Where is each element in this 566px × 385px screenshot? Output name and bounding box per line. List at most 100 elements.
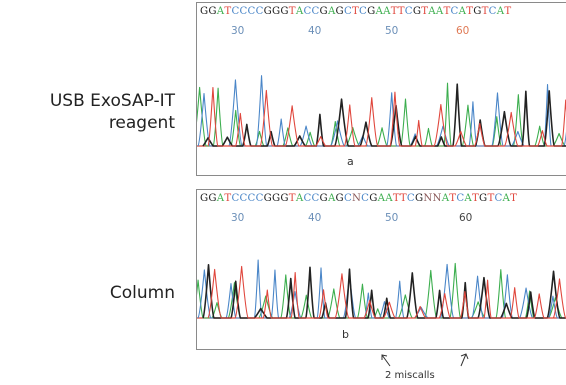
trace-line-C	[197, 75, 566, 147]
base-call: A	[496, 6, 505, 17]
base-call: A	[383, 6, 391, 17]
base-call: T	[399, 193, 407, 204]
position-50-b: 50	[385, 212, 399, 224]
base-call: G	[280, 6, 289, 17]
base-call: G	[263, 6, 273, 17]
chromatogram-trace-b	[197, 259, 566, 319]
trace-line-T	[207, 87, 566, 147]
base-call: T	[421, 6, 429, 17]
base-call: C	[406, 193, 415, 204]
base-call: N	[432, 193, 442, 204]
panel-letter-b: b	[342, 328, 349, 341]
base-call: C	[361, 193, 370, 204]
position-60-a: 60	[456, 25, 470, 37]
base-call: A	[458, 6, 467, 17]
base-call: C	[494, 193, 503, 204]
base-call: T	[288, 193, 296, 204]
base-call: G	[414, 193, 424, 204]
base-call: G	[479, 193, 488, 204]
base-call: T	[390, 6, 398, 17]
base-call: G	[272, 6, 281, 17]
base-call: G	[200, 6, 209, 17]
base-call: C	[488, 6, 497, 17]
base-call: T	[510, 193, 518, 204]
base-call: C	[343, 193, 352, 204]
base-call: C	[303, 193, 312, 204]
base-call: C	[231, 193, 240, 204]
label-exosap: USB ExoSAP-IT reagent	[0, 90, 175, 134]
base-call: T	[351, 6, 360, 17]
base-call: C	[404, 6, 413, 17]
base-call: T	[449, 193, 457, 204]
base-call: C	[239, 6, 248, 17]
base-call: A	[295, 193, 304, 204]
base-call: G	[208, 193, 217, 204]
base-call: G	[319, 193, 328, 204]
position-40-b: 40	[308, 212, 322, 224]
base-call: C	[239, 193, 248, 204]
base-call: G	[369, 193, 378, 204]
base-call: A	[375, 6, 384, 17]
base-call: C	[247, 6, 256, 17]
base-call: C	[303, 6, 312, 17]
base-call: T	[392, 193, 400, 204]
base-call: C	[450, 6, 459, 17]
base-call: G	[335, 193, 344, 204]
base-call: G	[412, 6, 422, 17]
base-call: A	[216, 6, 225, 17]
base-call: N	[351, 193, 362, 204]
base-call: A	[385, 193, 393, 204]
miscall-arrowhead-left	[381, 354, 388, 360]
position-30-a: 30	[231, 25, 245, 37]
base-call: C	[231, 6, 240, 17]
base-call: A	[428, 6, 436, 17]
base-call: C	[311, 6, 320, 17]
base-call: A	[295, 6, 304, 17]
base-call: T	[472, 193, 480, 204]
base-call: A	[377, 193, 386, 204]
position-50-a: 50	[385, 25, 399, 37]
base-call: N	[423, 193, 433, 204]
label-exosap-line1: USB ExoSAP-IT	[49, 91, 175, 111]
base-call: A	[502, 193, 511, 204]
base-call: G	[473, 6, 482, 17]
base-call: A	[464, 193, 472, 204]
base-call: A	[327, 193, 336, 204]
base-call: G	[208, 6, 217, 17]
base-call-sequence-a: GGATCCCCGGGTACCGAGCTCGAATTCGTAATCATGTCAT	[200, 6, 511, 17]
base-call: T	[466, 6, 474, 17]
base-call: T	[288, 6, 296, 17]
miscall-arrow-left	[381, 354, 391, 367]
trace-line-C	[197, 259, 566, 319]
base-call: C	[255, 193, 264, 204]
miscall-arrowhead-right	[460, 353, 469, 360]
base-call: C	[255, 6, 264, 17]
base-call: T	[224, 193, 232, 204]
base-call: G	[200, 193, 209, 204]
base-call: C	[311, 193, 320, 204]
base-call: G	[335, 6, 344, 17]
chromatogram-trace-a	[197, 75, 566, 147]
miscall-arrows	[381, 353, 469, 367]
base-call: T	[481, 6, 489, 17]
label-column-line1: Column	[109, 283, 175, 303]
base-call: A	[327, 6, 336, 17]
base-call: C	[343, 6, 352, 17]
base-call: A	[441, 193, 450, 204]
miscall-arrow-right	[460, 353, 467, 367]
base-call: A	[435, 6, 444, 17]
base-call: G	[367, 6, 376, 17]
base-call: A	[216, 193, 225, 204]
miscall-annotation: 2 miscalls	[385, 370, 435, 381]
base-call: C	[247, 193, 256, 204]
base-call: T	[397, 6, 405, 17]
position-60-b: 60	[459, 212, 473, 224]
base-call: C	[456, 193, 465, 204]
base-call: G	[319, 6, 328, 17]
base-call: T	[504, 6, 512, 17]
position-30-b: 30	[231, 212, 245, 224]
position-40-a: 40	[308, 25, 322, 37]
chromatogram-panel-b: GGATCCCCGGGTACCGAGCNCGAATTCGNNATCATGTCAT…	[196, 189, 566, 350]
label-column: Column	[0, 282, 175, 304]
base-call: T	[443, 6, 451, 17]
